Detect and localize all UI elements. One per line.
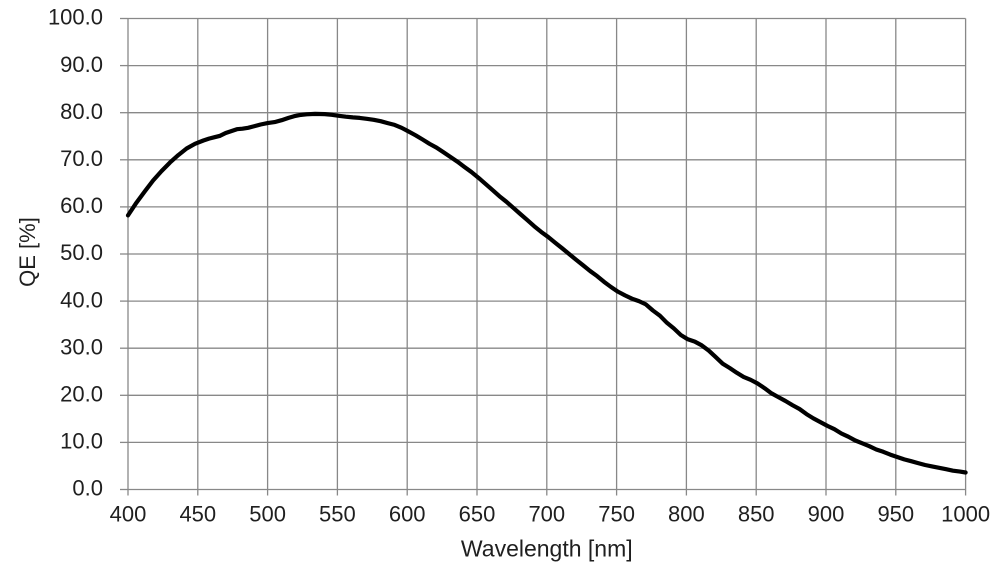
svg-text:80.0: 80.0 [60, 99, 103, 124]
svg-text:Wavelength [nm]: Wavelength [nm] [461, 535, 633, 561]
svg-text:700: 700 [528, 502, 565, 527]
svg-text:50.0: 50.0 [60, 240, 103, 265]
svg-text:70.0: 70.0 [60, 146, 103, 171]
svg-text:400: 400 [110, 502, 147, 527]
svg-text:500: 500 [249, 502, 286, 527]
svg-text:850: 850 [738, 502, 775, 527]
svg-text:550: 550 [319, 502, 356, 527]
svg-text:450: 450 [179, 502, 216, 527]
svg-text:30.0: 30.0 [60, 334, 103, 359]
svg-text:100.0: 100.0 [48, 5, 103, 30]
svg-text:800: 800 [668, 502, 705, 527]
svg-text:1000: 1000 [941, 502, 990, 527]
svg-text:900: 900 [808, 502, 845, 527]
svg-text:20.0: 20.0 [60, 382, 103, 407]
svg-text:10.0: 10.0 [60, 429, 103, 454]
svg-text:40.0: 40.0 [60, 287, 103, 312]
svg-text:0.0: 0.0 [72, 476, 103, 501]
svg-text:600: 600 [389, 502, 426, 527]
svg-text:60.0: 60.0 [60, 193, 103, 218]
svg-text:90.0: 90.0 [60, 52, 103, 77]
svg-text:QE [%]: QE [%] [15, 217, 40, 287]
svg-text:650: 650 [459, 502, 496, 527]
svg-text:950: 950 [877, 502, 914, 527]
svg-text:750: 750 [598, 502, 635, 527]
